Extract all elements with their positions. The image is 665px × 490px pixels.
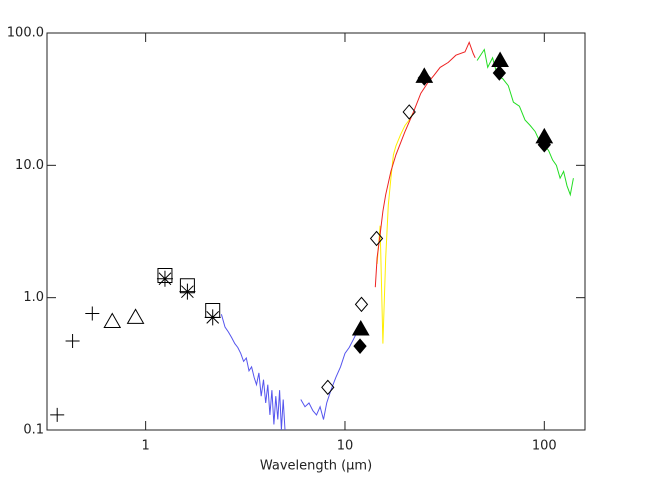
triangle-marker [535, 127, 554, 144]
triangle-marker [415, 67, 434, 83]
spectrum-line [374, 40, 476, 288]
plus-marker [65, 334, 80, 349]
diamond-marker [353, 338, 367, 354]
spectrum-line [220, 314, 362, 431]
triangle-marker [103, 312, 122, 329]
asterisk-marker [156, 270, 173, 287]
plot-frame [46, 32, 586, 431]
triangle-marker [126, 308, 145, 324]
y-tick-label: 10.0 [15, 158, 44, 173]
x-axis-label: Wavelength (μm) [260, 459, 372, 474]
square-marker [157, 268, 173, 284]
diamond-marker [402, 104, 416, 120]
x-tick-label: 10 [337, 439, 354, 454]
spectrum-line [376, 112, 414, 344]
y-tick-label: 1.0 [23, 290, 44, 305]
diamond-marker [321, 379, 335, 396]
triangle-marker [491, 51, 509, 67]
diamond-marker [354, 296, 369, 313]
y-tick-label: 100.0 [7, 26, 44, 41]
x-tick-label: 100 [532, 439, 557, 454]
diamond-marker [369, 230, 384, 247]
spectrum-line [476, 48, 574, 197]
y-tick-label: 0.1 [23, 423, 44, 438]
triangle-marker [351, 319, 370, 336]
asterisk-marker [204, 309, 221, 326]
diamond-marker [492, 65, 507, 81]
plus-marker [50, 407, 65, 422]
square-marker [179, 278, 195, 294]
x-tick-label: 1 [142, 439, 150, 454]
plus-marker [85, 306, 100, 321]
asterisk-marker [179, 283, 196, 300]
